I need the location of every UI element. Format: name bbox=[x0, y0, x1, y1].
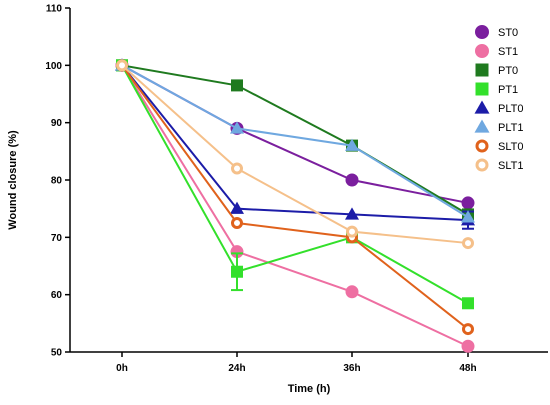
data-point bbox=[231, 162, 243, 175]
legend-marker bbox=[475, 25, 489, 39]
y-tick-label: 70 bbox=[51, 233, 63, 244]
legend-label: PLT0 bbox=[498, 103, 523, 115]
legend-item-st0: ST0 bbox=[475, 25, 518, 39]
legend-marker bbox=[475, 82, 489, 96]
data-point bbox=[461, 339, 475, 353]
data-point bbox=[462, 323, 474, 336]
data-point bbox=[461, 196, 475, 210]
data-point bbox=[231, 79, 243, 92]
legend-label: SLT1 bbox=[498, 160, 523, 172]
series-slt1 bbox=[116, 59, 474, 250]
legend-marker bbox=[475, 139, 489, 153]
series-line bbox=[121, 64, 469, 305]
legend: ST0 ST1 PT0 PT1 PLT0 PLT1 SLT0 SLT1 bbox=[474, 25, 523, 172]
y-axis-title: Wound closure (%) bbox=[7, 130, 19, 230]
data-point bbox=[345, 173, 359, 187]
legend-item-slt1: SLT1 bbox=[475, 158, 523, 172]
axes: 50 60 70 80 90 100 110 0h 24h 36h 48h bbox=[45, 4, 548, 374]
x-tick-label: 24h bbox=[228, 363, 245, 374]
data-point bbox=[462, 297, 474, 310]
data-point bbox=[345, 285, 359, 299]
data-point bbox=[461, 210, 475, 223]
x-tick-label: 36h bbox=[343, 363, 360, 374]
legend-marker bbox=[475, 44, 489, 58]
legend-label: SLT0 bbox=[498, 141, 523, 153]
legend-item-plt0: PLT0 bbox=[474, 100, 523, 115]
series-lines bbox=[115, 58, 475, 353]
y-tick-label: 100 bbox=[45, 61, 62, 72]
series-st1 bbox=[115, 58, 475, 353]
series-line bbox=[121, 64, 469, 219]
y-tick-label: 80 bbox=[51, 176, 63, 187]
series-line bbox=[121, 64, 469, 216]
series-line bbox=[121, 64, 469, 348]
x-axis-title: Time (h) bbox=[288, 383, 331, 395]
series-pt0 bbox=[116, 59, 474, 221]
series-line bbox=[121, 64, 469, 204]
legend-label: PLT1 bbox=[498, 122, 523, 134]
legend-item-pt0: PT0 bbox=[475, 63, 518, 77]
legend-marker bbox=[474, 100, 490, 114]
x-tick-label: 0h bbox=[116, 363, 128, 374]
legend-item-slt0: SLT0 bbox=[475, 139, 523, 153]
data-point bbox=[231, 217, 243, 229]
y-tick-label: 110 bbox=[46, 4, 63, 15]
data-point bbox=[230, 121, 244, 134]
legend-item-plt1: PLT1 bbox=[474, 119, 523, 134]
legend-marker bbox=[474, 119, 490, 133]
series-line bbox=[121, 64, 469, 222]
legend-item-st1: ST1 bbox=[475, 44, 518, 58]
series-plt0 bbox=[115, 58, 475, 230]
legend-marker bbox=[475, 158, 489, 172]
legend-label: ST0 bbox=[498, 27, 518, 39]
data-point bbox=[231, 265, 243, 278]
legend-item-pt1: PT1 bbox=[475, 82, 518, 96]
series-line bbox=[121, 64, 469, 330]
data-point bbox=[230, 201, 244, 214]
data-point bbox=[462, 237, 474, 250]
x-tick-label: 48h bbox=[459, 363, 476, 374]
legend-label: ST1 bbox=[498, 46, 518, 58]
y-tick-label: 60 bbox=[51, 290, 63, 301]
legend-marker bbox=[475, 63, 489, 77]
data-point bbox=[346, 225, 358, 238]
series-slt0 bbox=[116, 59, 474, 336]
y-tick-label: 50 bbox=[51, 348, 63, 359]
legend-label: PT1 bbox=[498, 84, 518, 96]
series-line bbox=[121, 64, 469, 245]
y-tick-label: 90 bbox=[51, 118, 63, 129]
data-point bbox=[345, 207, 359, 220]
data-point bbox=[345, 138, 359, 151]
legend-label: PT0 bbox=[498, 65, 518, 77]
data-point bbox=[116, 59, 128, 72]
